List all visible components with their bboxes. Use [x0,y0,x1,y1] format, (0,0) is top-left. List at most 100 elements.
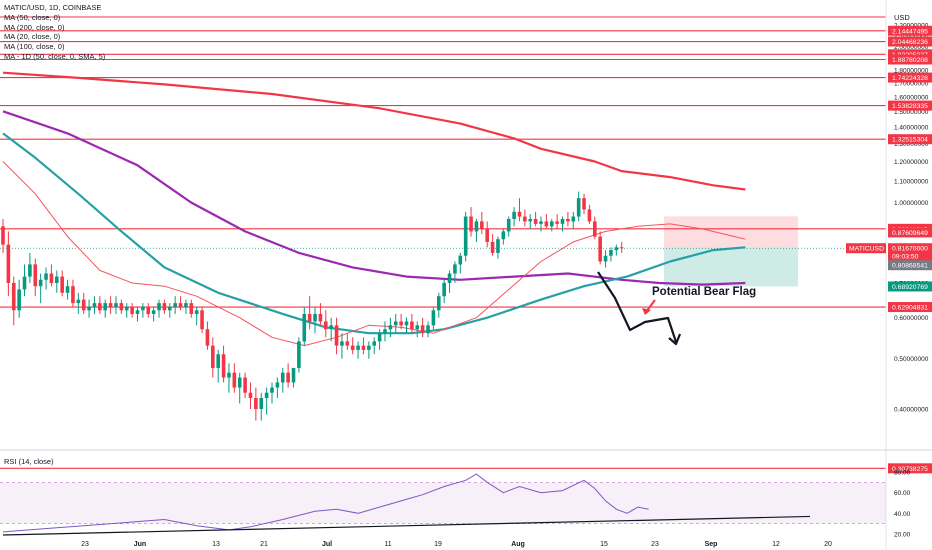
position-price-tag-text: 0.80868541 [892,263,928,270]
candle-body [141,306,145,311]
candle-body [286,372,290,383]
candle-body [103,303,108,311]
legend-ma-20[interactable]: MA (20, close, 0) [4,32,61,42]
rsi-band [0,482,886,524]
candle-body [280,372,285,383]
candle-body [399,321,403,326]
rsi-tick-label: 60.00 [894,490,911,497]
legend-symbol[interactable]: MATIC/USD, 1D, COINBASE [4,3,102,12]
candle-body [609,250,613,256]
time-axis-label: Jul [322,541,332,548]
price-tick-label: 1.60000000 [894,94,929,101]
candle-body [619,247,624,249]
candle-body [442,282,446,297]
candle-body [523,216,527,222]
candle-body [22,276,27,290]
candle-body [38,279,43,287]
bear-flag-path[interactable] [597,271,678,343]
horizontal-levels[interactable] [0,16,886,469]
candle-body [194,310,199,314]
candle-body [157,303,161,311]
level-price-tag [888,302,932,313]
candle-body [291,367,296,383]
level-price-tag-text: 1.32515304 [892,137,928,144]
candle-body [151,310,156,314]
candle-body [496,239,500,253]
time-axis-label: 11 [384,541,391,548]
candle-body [55,276,59,283]
rsi-tick-label: 80.00 [894,470,911,477]
time-axis-label: Sep [705,541,718,548]
candle-body [28,264,32,277]
price-tick-label: 0.50000000 [894,356,929,363]
legend-ma-50[interactable]: MA (50, close, 0) [4,12,61,22]
price-tick-label: 0.60000000 [894,315,929,322]
candle-body [415,325,420,330]
candle-body [232,372,237,388]
legend-ma-100[interactable]: MA (100, close, 0) [4,42,65,52]
level-price-tag-text: 2.14447495 [892,28,928,35]
time-axis[interactable]: 23 Jun 13 21 Jul 11 19 Aug 15 23 Sep 12 20 [81,541,832,548]
candle-body [87,306,91,311]
candle-body [350,345,355,350]
ma-line-ma-200 [2,71,746,191]
candle-body [480,221,484,229]
rsi-line [2,473,649,533]
candle-body [6,244,11,283]
candle-body [528,218,533,222]
candle-body [361,345,366,350]
price-tick-label: 2.00000000 [894,44,929,51]
rsi-trendline [2,515,811,536]
price-tick-label: 0.40000000 [894,407,929,414]
candle-body [173,303,177,307]
candle-body [334,325,339,346]
legend-ma-1d-50[interactable]: MA - 1D (50, close, 0, SMA, 5) [4,51,106,61]
price-tick-label: 1.30000000 [894,141,929,148]
legend-ma-200[interactable]: MA (200, close, 0) [4,22,65,32]
candle-body [517,211,522,217]
candle-body [485,228,489,242]
candle-body [447,273,452,283]
price-axis[interactable]: USD2.200000002.100000002.000000001.90000… [846,0,932,550]
level-price-tag-text: 0.30738275 [892,466,928,473]
candle-body [216,354,220,368]
rsi-tick-label: 20.00 [894,532,911,539]
candle-body [377,333,382,342]
candle-body [227,372,231,378]
candle-body [119,303,124,311]
candle-body [264,392,269,399]
candle-body [297,341,301,368]
candle-body [345,341,350,346]
position-zones [664,216,798,287]
candle-body [571,216,576,222]
price-tick-label: 1.80000000 [894,68,929,75]
candle-body [506,218,511,232]
annotation-drawings[interactable]: Potential Bear Flag [597,271,756,346]
candle-body [167,306,172,311]
countdown-text: 09:03:50 [892,254,919,261]
level-price-tag-text: 0.62904831 [892,305,928,312]
candle-body [436,296,441,311]
candle-body [383,329,387,334]
time-axis-label: 13 [212,541,220,548]
annotation-text[interactable]: Potential Bear Flag [652,286,756,298]
price-tick-label: 1.00000000 [894,200,929,207]
rsi-legend[interactable]: RSI (14, close) [4,457,54,466]
candle-body [458,255,463,265]
candle-body [92,303,97,307]
time-axis-label: 21 [260,541,268,548]
candle-body [598,236,602,262]
level-price-tag [888,25,932,36]
candle-body [124,306,129,311]
candle-body [593,221,597,237]
candle-body [114,303,118,307]
candle-body [544,221,549,227]
candle-body [11,282,16,311]
candle-body [60,276,64,293]
stop-loss-zone [664,216,798,249]
time-axis-label: 23 [81,541,89,548]
candle-body [410,321,414,330]
time-axis-label: 23 [651,541,659,548]
candle-body [108,303,113,307]
